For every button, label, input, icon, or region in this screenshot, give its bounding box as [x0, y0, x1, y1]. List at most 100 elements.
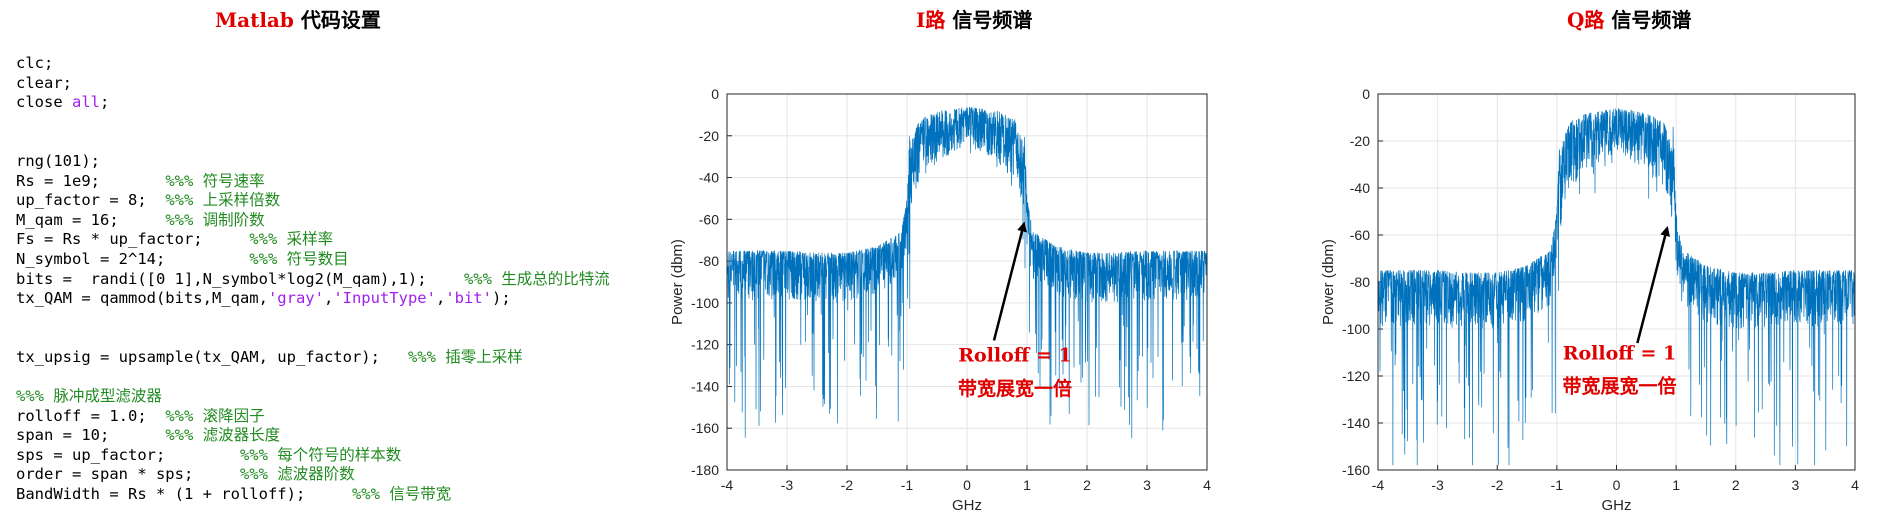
annotation-label: 带宽展宽一倍 [1562, 374, 1676, 397]
code-text: Fs = Rs * up_factor; [16, 230, 250, 249]
y-tick-label: -40 [699, 170, 719, 186]
y-tick-label: -20 [1350, 133, 1370, 149]
annotation-label: 带宽展宽一倍 [958, 377, 1072, 400]
y-tick-label: -60 [1350, 227, 1370, 243]
code-title-prefix: Matlab [215, 8, 294, 32]
code-keyword: 'InputType' [333, 289, 436, 308]
code-line: N_symbol = 2^14; %%% 符号数目 [16, 250, 610, 270]
y-tick-label: -140 [691, 378, 719, 394]
x-tick-label: -4 [1372, 477, 1385, 493]
x-tick-label: -4 [721, 477, 734, 493]
x-tick-label: 2 [1083, 477, 1091, 493]
y-tick-label: -80 [1350, 274, 1370, 290]
code-text: close [16, 93, 72, 112]
annotation-label: Rolloff = 1 [958, 344, 1072, 366]
code-line: bits = randi([0 1],N_symbol*log2(M_qam),… [16, 270, 610, 290]
chart-0: -4 -3 -2 -1 0 1 2 3 4 0 -20 -40 -60 -80 -100 -120 -140 -1… [669, 86, 1211, 513]
code-title-rest: 代码设置 [293, 8, 381, 32]
chart-1: -4 -3 -2 -1 0 1 2 3 4 0 -20 -40 -60 -80 -100 -120 -140 -1… [1320, 86, 1859, 513]
code-text: bits = randi([0 1],N_symbol*log2(M_qam),… [16, 269, 464, 288]
code-text: BandWidth = Rs * (1 + rolloff); [16, 485, 352, 504]
code-line: tx_QAM = qammod(bits,M_qam,'gray','Input… [16, 289, 610, 309]
code-line: rng(101); [16, 152, 610, 172]
code-line: BandWidth = Rs * (1 + rolloff); %%% 信号带宽 [16, 485, 610, 505]
code-line: close all; [16, 93, 610, 113]
axes-frame [726, 93, 1208, 471]
code-keyword: 'bit' [445, 289, 492, 308]
q-title-rest: 信号频谱 [1604, 8, 1692, 32]
y-tick-label: -20 [699, 128, 719, 144]
code-line: sps = up_factor; %%% 每个符号的样本数 [16, 446, 610, 466]
code-text: N_symbol = 2^14; [16, 249, 250, 268]
code-text: , [435, 289, 446, 308]
i-panel-title: I路 信号频谱 [916, 4, 1032, 33]
code-keyword: all [72, 93, 100, 112]
y-tick-label: -120 [691, 337, 719, 353]
code-comment: %%% 符号速率 [165, 171, 265, 190]
x-tick-label: 1 [1023, 477, 1031, 493]
y-tick-label: -120 [1342, 368, 1370, 384]
code-line: up_factor = 8; %%% 上采样倍数 [16, 191, 610, 211]
y-tick-label: -180 [691, 462, 719, 478]
matlab-code-block: clc; clear; close all; rng(101); Rs = 1e9; … [16, 54, 610, 505]
code-comment: %%% 脉冲成型滤波器 [16, 387, 162, 406]
y-tick-label: -160 [691, 420, 719, 436]
x-tick-label: 4 [1203, 477, 1211, 493]
code-text: M_qam = 16; [16, 210, 166, 229]
y-tick-label: -60 [699, 211, 719, 227]
code-text: rolloff = 1.0; [16, 406, 166, 425]
code-comment: %%% 滤波器阶数 [239, 465, 355, 484]
q-title-prefix: Q路 [1567, 8, 1605, 32]
spectrum-series [1377, 108, 1856, 466]
y-tick-label: -140 [1342, 415, 1370, 431]
code-text: ); [491, 289, 511, 308]
rolloff-arrow [1636, 226, 1671, 344]
code-text: up_factor = 8; [16, 191, 166, 210]
code-line: span = 10; %%% 滤波器长度 [16, 426, 610, 446]
code-line: rolloff = 1.0; %%% 滚降因子 [16, 407, 610, 427]
code-text: tx_QAM = qammod(bits,M_qam, [16, 289, 268, 308]
code-comment: %%% 生成总的比特流 [463, 269, 610, 288]
x-tick-label: -2 [1491, 477, 1504, 493]
x-tick-label: -1 [1551, 477, 1564, 493]
code-text: rng(101); [16, 151, 100, 170]
x-tick-label: -3 [1431, 477, 1444, 493]
code-text: clc; [16, 54, 54, 72]
i-title-rest: 信号频谱 [945, 8, 1033, 32]
y-tick-label: -160 [1342, 462, 1370, 478]
x-tick-label: 0 [963, 477, 971, 493]
code-line: %%% 脉冲成型滤波器 [16, 387, 610, 407]
code-comment: %%% 调制阶数 [165, 210, 265, 229]
code-keyword: 'gray' [267, 289, 324, 308]
code-line: tx_upsig = upsample(tx_QAM, up_factor); … [16, 348, 610, 368]
code-line: clear; [16, 74, 610, 94]
code-comment: %%% 符号数目 [249, 249, 349, 268]
x-axis-label: GHz [1602, 497, 1632, 513]
y-axis-label: Power (dbm) [669, 239, 686, 325]
x-axis-label: GHz [952, 497, 982, 513]
spectrum-series [726, 106, 1208, 439]
code-comment: %%% 每个符号的样本数 [239, 445, 402, 464]
x-tick-label: -2 [841, 477, 854, 493]
y-tick-label: -100 [691, 295, 719, 311]
y-tick-label: -40 [1350, 180, 1370, 196]
axes-frame [1377, 93, 1856, 471]
code-panel-title: Matlab 代码设置 [215, 4, 381, 33]
code-comment: %%% 上采样倍数 [165, 191, 281, 210]
x-tick-label: 2 [1732, 477, 1740, 493]
y-tick-label: 0 [1362, 86, 1370, 102]
x-tick-label: 3 [1143, 477, 1151, 493]
code-comment: %%% 采样率 [249, 230, 334, 249]
code-line: Fs = Rs * up_factor; %%% 采样率 [16, 230, 610, 250]
i-title-prefix: I路 [916, 8, 946, 32]
y-tick-label: -80 [699, 253, 719, 269]
code-text: sps = up_factor; [16, 445, 240, 464]
code-text: ; [100, 93, 110, 112]
q-panel-title: Q路 信号频谱 [1567, 4, 1691, 33]
code-comment: %%% 插零上采样 [407, 347, 523, 366]
x-tick-label: 1 [1672, 477, 1680, 493]
code-text: order = span * sps; [16, 465, 240, 484]
code-text: clear; [16, 73, 72, 92]
code-comment: %%% 滚降因子 [165, 406, 265, 425]
